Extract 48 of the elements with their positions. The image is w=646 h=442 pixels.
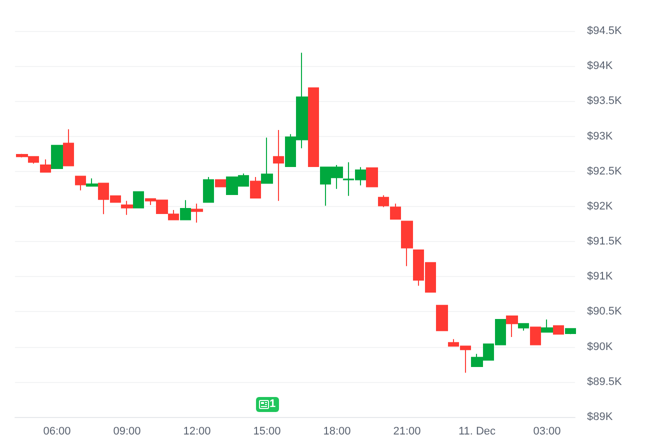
- candlestick: [378, 194, 389, 208]
- y-tick-label: $94.5K: [587, 25, 623, 37]
- candlestick: [51, 144, 63, 170]
- candlestick: [121, 200, 133, 216]
- candlestick: [308, 87, 319, 167]
- badge: 1: [256, 397, 279, 412]
- candlestick: [215, 179, 226, 188]
- candlestick: [250, 176, 261, 199]
- x-tick-label: 21:00: [393, 426, 421, 438]
- y-tick-label: $93.5K: [587, 95, 623, 108]
- candlestick: [436, 304, 448, 332]
- x-tick-label: 11. Dec: [458, 426, 496, 438]
- candlestick: [390, 203, 401, 220]
- x-tick-label: 09:00: [113, 426, 141, 438]
- candlestick: [530, 326, 541, 346]
- y-tick-label: $90K: [587, 340, 614, 353]
- candlestick: [75, 176, 86, 191]
- candlestick: [40, 158, 51, 173]
- y-tick-label: $89K: [587, 411, 614, 423]
- y-tick-label: $91K: [587, 270, 614, 283]
- x-tick-label: 06:00: [43, 426, 71, 438]
- x-tick-label: 12:00: [183, 426, 211, 438]
- x-tick-label: 03:00: [533, 426, 561, 438]
- y-tick-label: $91.5K: [587, 236, 623, 248]
- candlestick: [63, 128, 74, 166]
- candlestick: [401, 220, 413, 267]
- x-tick-label: 15:00: [253, 426, 281, 438]
- y-tick-label: $92.5K: [587, 165, 623, 178]
- y-tick-label: $89.5K: [587, 376, 623, 388]
- candlestick: [133, 191, 144, 208]
- y-tick-label: $93K: [587, 130, 614, 142]
- candlestick: [518, 323, 529, 332]
- candlestick: [273, 129, 284, 202]
- candlestick: [86, 178, 98, 187]
- annotation: 1: [270, 397, 276, 412]
- candlestick: [180, 200, 191, 220]
- candlestick: [203, 176, 214, 203]
- candlestick: [565, 328, 576, 335]
- candlestick: [191, 203, 203, 224]
- candlestick: [366, 167, 378, 188]
- candlestick: [553, 325, 564, 335]
- y-tick-label: $92K: [587, 200, 614, 212]
- candlestick: [261, 137, 273, 184]
- candlestick: [541, 318, 553, 333]
- x-tick-label: 18:00: [323, 426, 351, 438]
- y-tick-label: $94K: [587, 60, 614, 72]
- y-tick-label: $90.5K: [587, 306, 623, 318]
- candlestick: [506, 315, 518, 338]
